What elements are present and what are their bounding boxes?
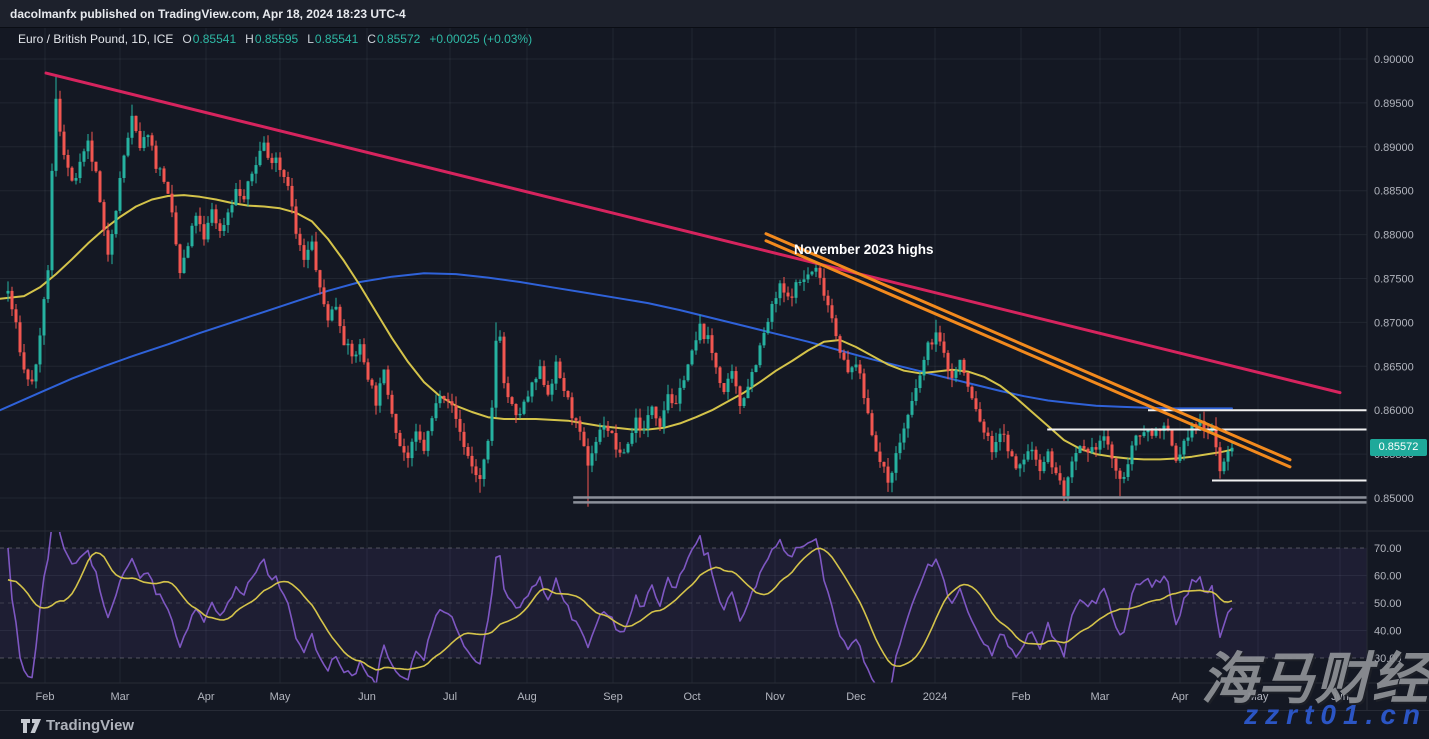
rsi-axis-label: 50.00 bbox=[1374, 598, 1402, 610]
current-price-badge: 0.85572 bbox=[1370, 439, 1427, 456]
time-axis-label: Oct bbox=[683, 691, 700, 703]
tradingview-logo-icon[interactable] bbox=[20, 718, 42, 734]
price-axis-label: 0.88500 bbox=[1374, 186, 1414, 198]
time-axis-label: Mar bbox=[111, 691, 130, 703]
ohlc-close-label: C bbox=[367, 32, 376, 46]
time-axis-label: Apr bbox=[1171, 691, 1188, 703]
rsi-ma-line bbox=[7, 547, 1233, 671]
time-axis-label: Apr bbox=[197, 691, 214, 703]
ohlc-low-value: 0.85541 bbox=[314, 32, 359, 46]
chart-annotation-november-highs[interactable]: November 2023 highs bbox=[794, 242, 934, 257]
descending-resistance-pink[interactable] bbox=[44, 71, 1342, 395]
time-axis-label: Nov bbox=[765, 691, 785, 703]
rsi-line bbox=[7, 532, 1233, 683]
rsi-axis-label: 30.00 bbox=[1374, 653, 1402, 665]
published-bar: dacolmanfx published on TradingView.com,… bbox=[0, 0, 1429, 28]
ohlc-high-value: 0.85595 bbox=[254, 32, 299, 46]
price-pane bbox=[0, 71, 1367, 507]
candles-layer bbox=[6, 74, 1234, 507]
price-axis-label: 0.87500 bbox=[1374, 274, 1414, 286]
time-axis-label: Aug bbox=[517, 691, 537, 703]
tradingview-wordmark[interactable]: TradingView bbox=[46, 717, 135, 734]
grid-layer bbox=[0, 28, 1367, 683]
time-axis-label: Dec bbox=[846, 691, 866, 703]
price-axis-label: 0.90000 bbox=[1374, 54, 1414, 66]
published-text: dacolmanfx published on TradingView.com,… bbox=[10, 7, 406, 21]
price-axis-label: 0.87000 bbox=[1374, 317, 1414, 329]
time-axis-label: 2024 bbox=[923, 691, 947, 703]
time-axis-label: Mar bbox=[1091, 691, 1110, 703]
rsi-axis-label: 60.00 bbox=[1374, 571, 1402, 583]
price-axis-label: 0.88000 bbox=[1374, 230, 1414, 242]
ohlc-high-label: H bbox=[245, 32, 254, 46]
footer-bar: TradingView bbox=[0, 710, 1429, 739]
time-axis-label: Feb bbox=[36, 691, 55, 703]
rsi-axis-label: 40.00 bbox=[1374, 626, 1402, 638]
time-axis-label: Sep bbox=[603, 691, 623, 703]
rsi-pane bbox=[0, 532, 1367, 683]
price-axis-label: 0.86000 bbox=[1374, 405, 1414, 417]
november-channel-upper[interactable] bbox=[764, 232, 1292, 462]
ohlc-open-value: 0.85541 bbox=[192, 32, 237, 46]
price-axis-label: 0.89500 bbox=[1374, 98, 1414, 110]
price-axis-label: 0.89000 bbox=[1374, 142, 1414, 154]
symbol-info-bar[interactable]: Euro / British Pound, 1D, ICE O0.85541 H0.… bbox=[18, 32, 532, 46]
time-axis-label: May bbox=[270, 691, 291, 703]
watermark-cjk: 海马财经 bbox=[1201, 647, 1429, 710]
watermark-url: zzrt01.cn bbox=[1244, 699, 1427, 730]
change-value: +0.00025 (+0.03%) bbox=[429, 32, 533, 46]
time-axis-label: Jul bbox=[443, 691, 457, 703]
time-axis-label: Jun bbox=[358, 691, 376, 703]
time-axis-label: Jun bbox=[1331, 691, 1349, 703]
price-axis-label: 0.85000 bbox=[1374, 493, 1414, 505]
price-axis-label: 0.86500 bbox=[1374, 361, 1414, 373]
ohlc-low-label: L bbox=[307, 32, 314, 46]
symbol-title[interactable]: Euro / British Pound, 1D, ICE bbox=[18, 32, 174, 46]
time-axis-label: Feb bbox=[1012, 691, 1031, 703]
rsi-axis-label: 70.00 bbox=[1374, 543, 1402, 555]
ohlc-open-label: O bbox=[182, 32, 192, 46]
time-axis-label: May bbox=[1248, 691, 1269, 703]
ohlc-close-value: 0.85572 bbox=[376, 32, 421, 46]
november-channel-lower[interactable] bbox=[764, 239, 1292, 469]
